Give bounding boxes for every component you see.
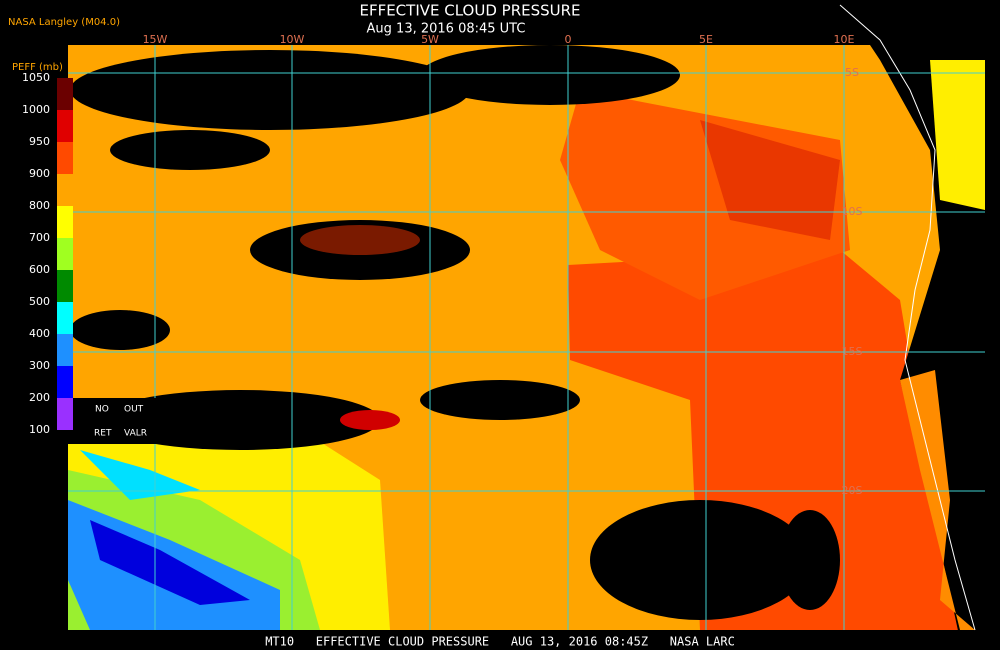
- graticule: 15W 10W 5W 0 5E 10E 5S 10S 15S 20S: [68, 33, 985, 630]
- latitude-label: 15S: [842, 345, 863, 358]
- legend-label: 600: [29, 263, 50, 276]
- latitude-label: 20S: [842, 484, 863, 497]
- longitude-label: 5W: [421, 33, 439, 46]
- subtitle: Aug 13, 2016 08:45 UTC: [367, 22, 526, 37]
- legend-label: 500: [29, 295, 50, 308]
- source-label: NASA Langley (M04.0): [8, 17, 120, 28]
- legend-label: 300: [29, 359, 50, 372]
- longitude-label: 10W: [280, 33, 305, 46]
- legend-label: 900: [29, 167, 50, 180]
- legend-label: 1000: [22, 103, 50, 116]
- footer: MT10 EFFECTIVE CLOUD PRESSURE AUG 13, 20…: [265, 635, 735, 649]
- legend-label: 950: [29, 135, 50, 148]
- legend-swatch: [57, 142, 73, 174]
- legend-label: 1050: [22, 71, 50, 84]
- legend-swatch: [57, 270, 73, 302]
- longitude-label: 5E: [699, 33, 713, 46]
- legend-label: 800: [29, 199, 50, 212]
- title: EFFECTIVE CLOUD PRESSURE: [359, 2, 580, 20]
- legend-swatch: [57, 110, 73, 142]
- legend-label: 100: [29, 423, 50, 436]
- legend: 1050 1000 950 900 800 700 600 500 400 300 200 100 NO…: [22, 71, 156, 444]
- legend-swatch: [57, 238, 73, 270]
- no-retrieval-label: RET: [94, 429, 112, 439]
- longitude-label: 10E: [834, 33, 855, 46]
- legend-label: 400: [29, 327, 50, 340]
- longitude-label: 0: [565, 33, 572, 46]
- legend-swatch: [57, 174, 73, 206]
- imagery: [68, 0, 985, 640]
- legend-swatch: [57, 398, 73, 430]
- legend-swatch: [57, 206, 73, 238]
- latitude-label: 10S: [842, 205, 863, 218]
- no-retrieval-label: OUT: [124, 405, 144, 415]
- legend-swatch: [57, 366, 73, 398]
- longitude-label: 15W: [143, 33, 168, 46]
- legend-label: 200: [29, 391, 50, 404]
- legend-label: 700: [29, 231, 50, 244]
- legend-swatch: [57, 334, 73, 366]
- legend-swatch: [57, 78, 73, 110]
- latitude-label: 5S: [845, 66, 859, 79]
- legend-swatch: [57, 302, 73, 334]
- no-retrieval-label: VALR: [124, 429, 147, 439]
- no-retrieval-label: NO: [95, 405, 109, 415]
- legend-title: PEFF (mb): [12, 62, 63, 73]
